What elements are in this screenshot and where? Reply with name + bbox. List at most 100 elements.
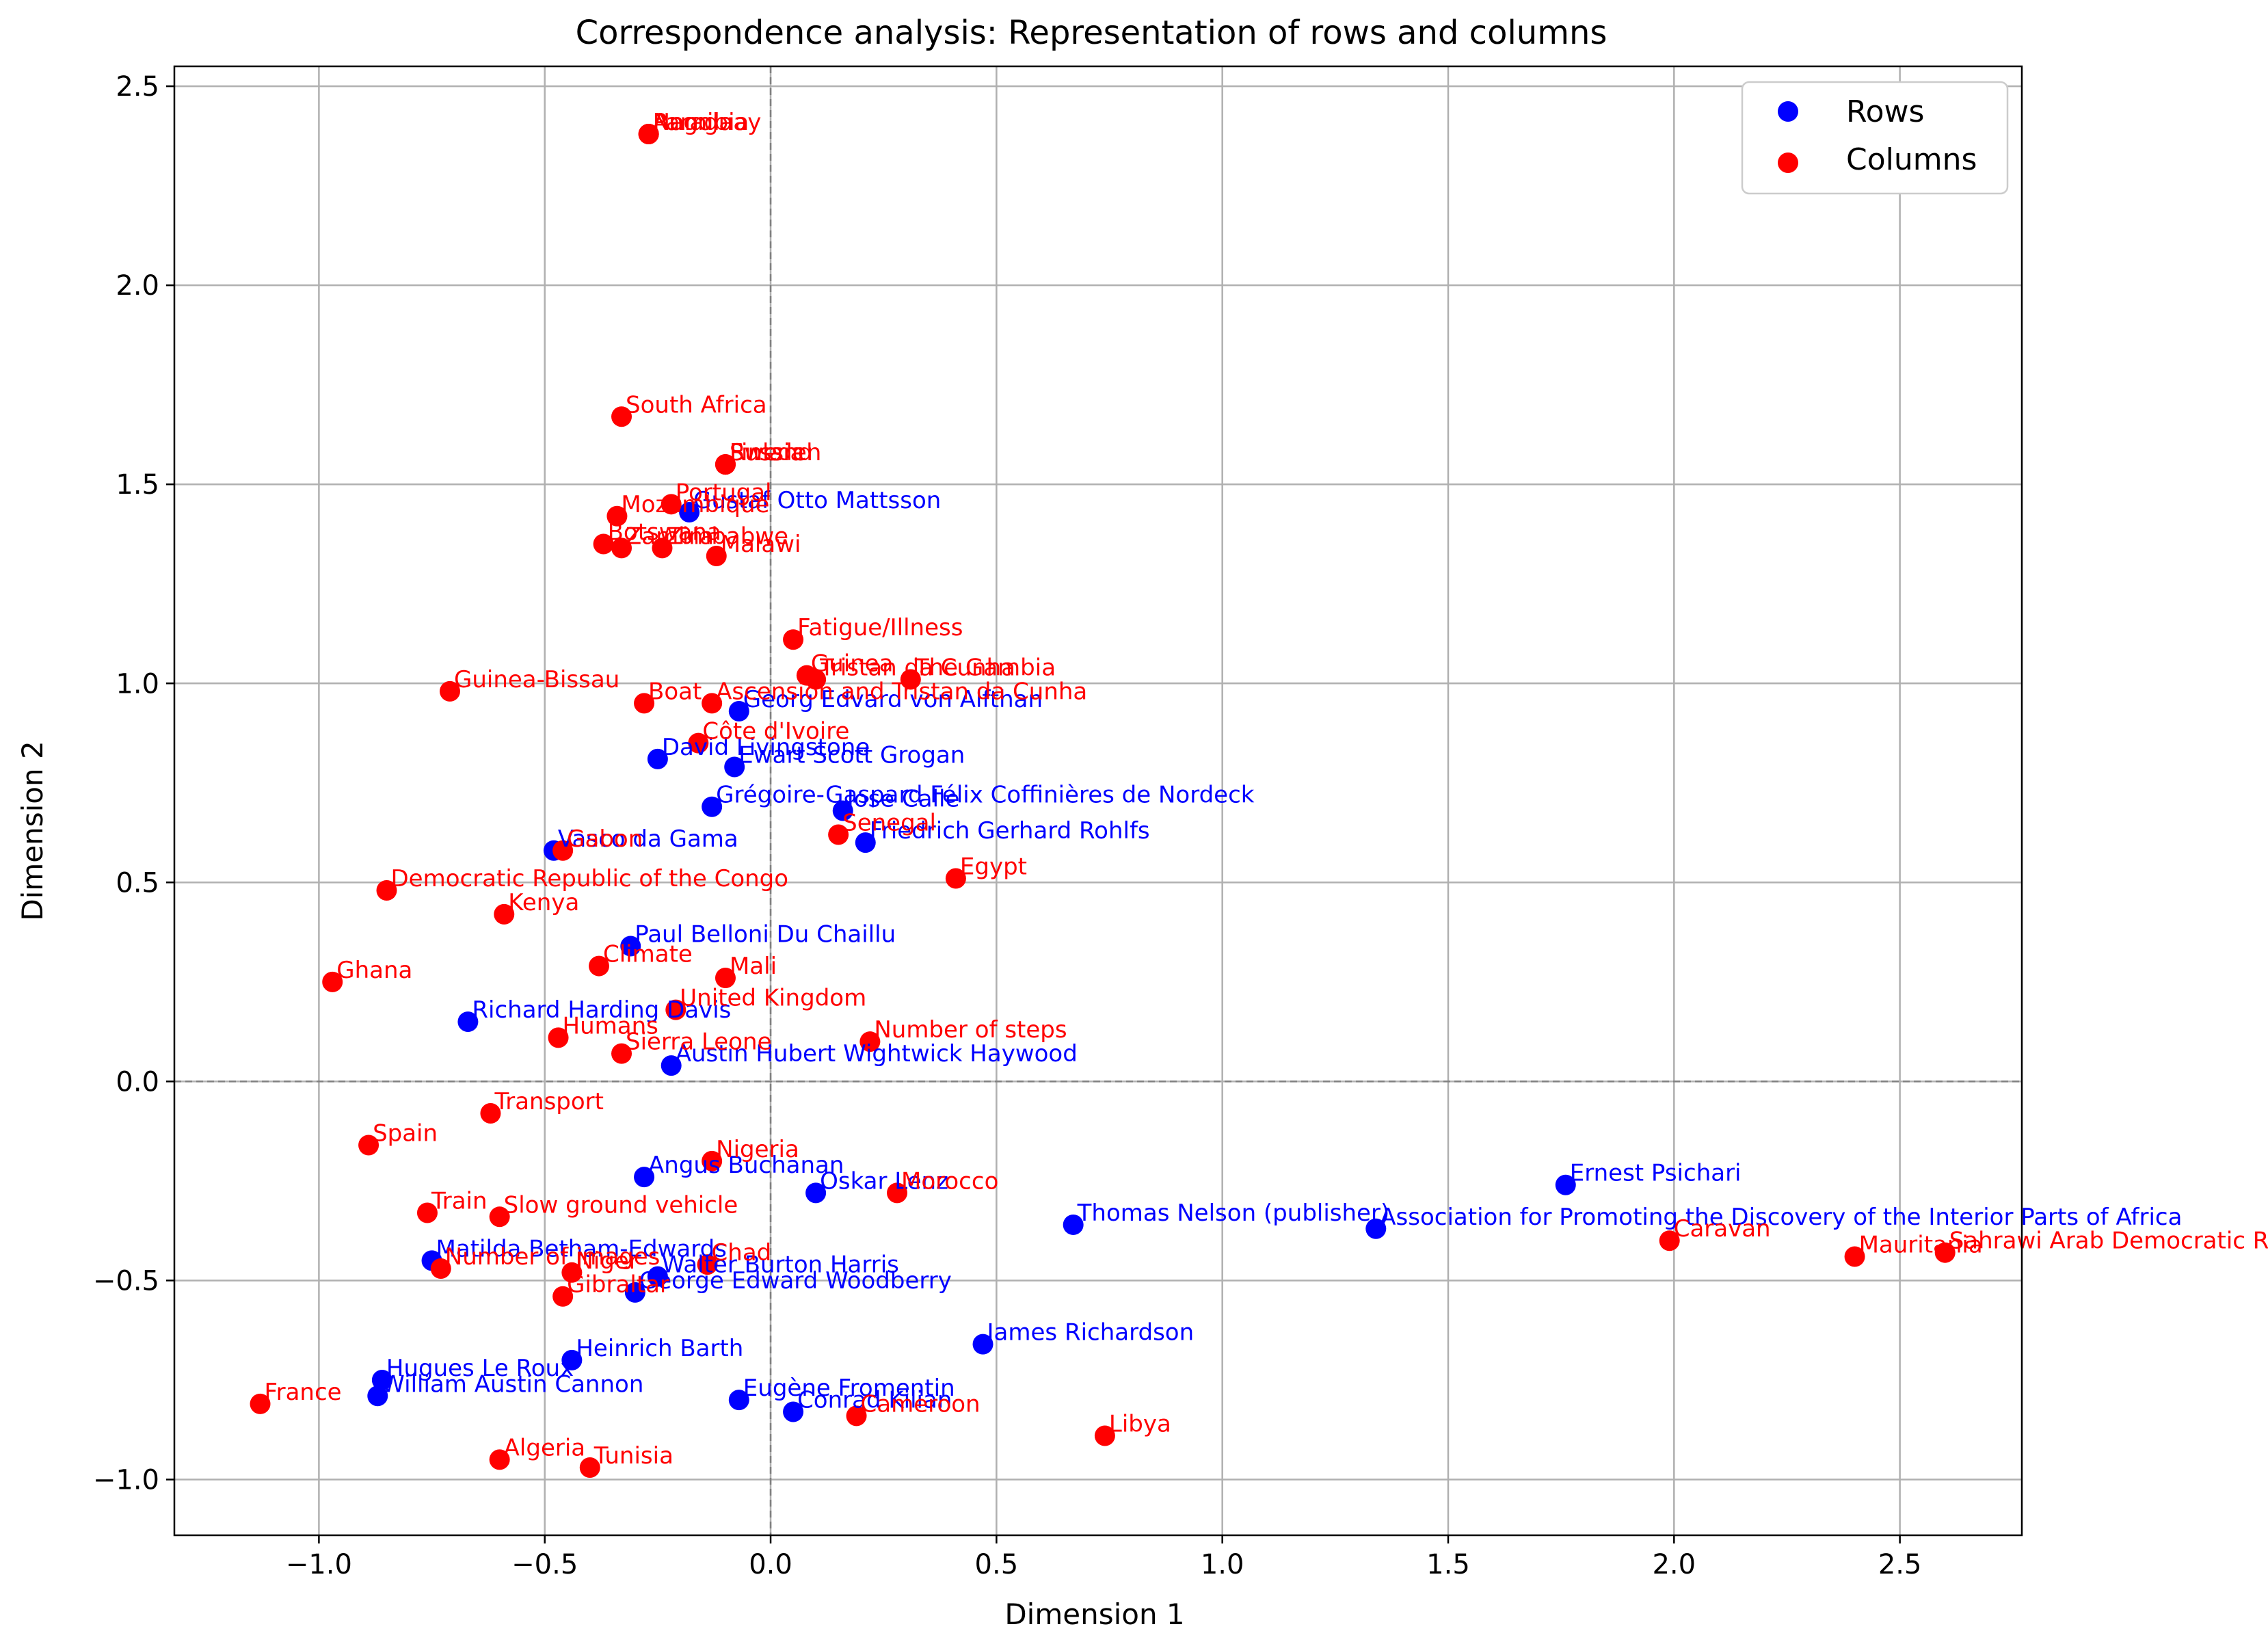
y-tick-label: 2.5 [116,71,159,103]
column-point-label: Malawi [721,531,801,558]
row-point [367,1386,388,1407]
labels-layer: Gustaf Otto Mattsson Georg Edvard von Alf… [265,109,2268,1470]
column-point [358,1135,379,1156]
column-point [579,1457,600,1479]
row-point-label: David Livingstone [662,734,870,761]
row-point [620,936,641,957]
row-point-label: Walter Burton Harris [662,1251,899,1279]
row-point-label: Friedrich Gerhard Rohlfs [870,817,1150,845]
row-point-label: Richard Harding Davis [472,996,731,1024]
row-point [679,501,700,522]
row-point-label: Conrad Kilian [797,1387,952,1414]
x-tick-label: 1.0 [1201,1549,1244,1580]
column-point [1844,1246,1865,1267]
column-point [416,1202,438,1223]
column-point-label: Senegal [842,809,936,836]
row-point-label: Jose Calle [846,786,960,813]
column-point [945,868,966,889]
row-point-label: Heinrich Barth [576,1335,743,1362]
row-point [728,1390,749,1411]
column-point-label: Climate [603,941,693,968]
row-point-label: Angus Buchanan [648,1152,844,1179]
row-point [561,1349,583,1370]
row-point-label: Matilda Betham-Edwards [436,1235,727,1262]
column-point-label: South Africa [626,391,767,419]
column-point [552,840,574,861]
y-tick-label: 1.0 [116,668,159,700]
plot-frame [173,65,2023,1537]
column-point-label: Côte d'Ivoire [702,718,849,745]
column-point-label: Mali [730,953,777,980]
row-point-label: Paul Belloni Du Chaillu [635,920,896,948]
x-axis-ticks: −1.0 −0.5 0.0 0.5 1.0 1.5 2.0 2.5 [286,1535,1922,1580]
column-point [665,999,686,1020]
column-point-label: Zimbabwe [666,522,788,550]
column-point-label: Botswana [608,519,721,546]
column-point [828,824,849,845]
x-tick-label: 0.5 [975,1549,1019,1580]
row-point [1365,1218,1387,1239]
row-point [855,832,876,853]
column-point [561,1262,583,1283]
legend-columns-label: Columns [1846,142,1977,177]
row-point-label: Gustaf Otto Mattsson [693,487,941,514]
column-point-label: United Kingdom [680,985,866,1012]
legend-box [1741,81,2009,195]
legend-rows-label: Rows [1846,94,1924,129]
legend-rows-marker [1778,101,1798,122]
row-point [832,800,853,821]
column-point [606,505,628,527]
column-point [859,1031,881,1052]
column-point [611,406,632,427]
row-point-label: James Richardson [986,1319,1195,1347]
column-point [611,538,632,559]
row-point-label: Ewart Scott Grogan [738,742,965,769]
column-point [638,123,659,144]
column-point [480,1102,501,1124]
column-point-label: Sahrawi Arab Democratic Republic [1949,1228,2268,1255]
column-point-label: Number of steps [874,1016,1067,1044]
column-point-label: Transport [494,1088,604,1115]
column-point-label: Algeria [504,1434,585,1461]
column-point-label: Caravan [1674,1215,1771,1243]
column-point [430,1258,451,1279]
column-point [715,968,736,989]
column-point-label: Ascension and Tristan da Cunha [716,678,1087,705]
row-point-label: Eugène Fromentin [743,1375,955,1402]
column-point-label: Mauritania [1859,1232,1983,1259]
column-point [489,1206,510,1228]
row-point-label: Vasco da Gama [558,825,738,853]
column-point-label: Chad [712,1239,772,1267]
row-point [1063,1214,1084,1235]
column-point-label: Democratic Republic of the Congo [390,865,788,892]
column-point [634,693,655,714]
reference-lines [174,66,2022,1535]
column-point [1934,1242,1956,1263]
column-point-label: Namibia [653,109,749,136]
column-point [250,1393,271,1414]
row-point-label: Austin Hubert Wightwick Haywood [676,1040,1078,1068]
row-point [371,1369,392,1390]
column-point-label: Russia [730,439,804,466]
column-point [697,1254,718,1275]
column-point [706,546,727,566]
legend: Rows Columns [1741,81,2009,195]
column-point [846,1405,867,1427]
column-point [593,533,614,555]
row-point [624,1282,645,1303]
row-point-label: Grégoire-Gaspard Félix Coffinières de No… [716,782,1255,809]
x-tick-label: 1.5 [1426,1549,1470,1580]
y-tick-label: 0.0 [116,1066,159,1098]
column-point-label: Gibraltar [567,1271,669,1299]
column-point [783,629,804,650]
legend-columns-marker [1778,153,1798,173]
row-point [972,1334,993,1355]
x-tick-label: 2.5 [1878,1549,1922,1580]
column-point [376,879,397,901]
y-axis-ticks: −1.0 −0.5 0.0 0.5 1.0 1.5 2.0 2.5 [93,71,174,1496]
column-point [652,538,673,559]
column-point-label: Slow ground vehicle [504,1191,738,1219]
column-point [702,693,723,714]
column-point-label: Tunisia [593,1442,673,1470]
